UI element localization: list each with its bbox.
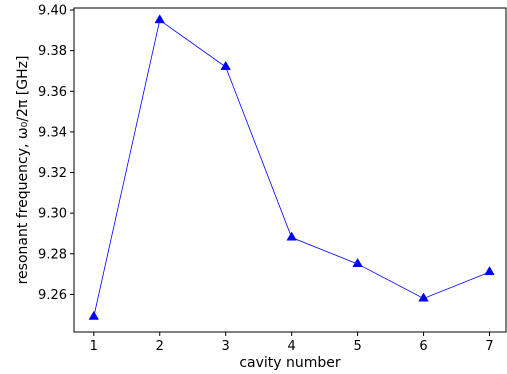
data-point (286, 231, 297, 241)
x-axis-label: cavity number (239, 355, 341, 371)
x-tick-label: 3 (222, 339, 230, 354)
y-tick-label: 9.38 (38, 44, 67, 59)
x-tick-label: 4 (288, 339, 296, 354)
y-axis-label: resonant frequency, ω₀/2π [GHz] (15, 56, 31, 285)
y-tick-label: 9.36 (38, 85, 67, 100)
data-point (352, 257, 363, 267)
y-tick-label: 9.26 (38, 288, 67, 303)
data-point (88, 310, 100, 320)
y-tick-label: 9.40 (38, 4, 67, 19)
data-point (484, 266, 495, 276)
plot-frame (73, 7, 507, 333)
y-tick-label: 9.30 (38, 207, 67, 222)
data-point (154, 14, 165, 24)
plot-background (74, 8, 506, 332)
x-tick-label: 7 (485, 339, 493, 354)
y-tick-label: 9.32 (38, 166, 67, 181)
y-tick-label: 9.34 (38, 125, 67, 140)
series-layer (88, 14, 495, 320)
data-point (418, 292, 429, 302)
y-tick-label: 9.28 (38, 247, 67, 262)
x-tick-label: 5 (353, 339, 361, 354)
x-tick-label: 1 (90, 339, 98, 354)
x-tick-label: 2 (156, 339, 164, 354)
x-tick-label: 6 (419, 339, 427, 354)
data-point (220, 60, 231, 70)
axis-ticks: 1 2 3 4 5 6 7 9.26 9.28 9.30 9.32 9.34 9.36 9.38 9.40 (38, 4, 494, 354)
